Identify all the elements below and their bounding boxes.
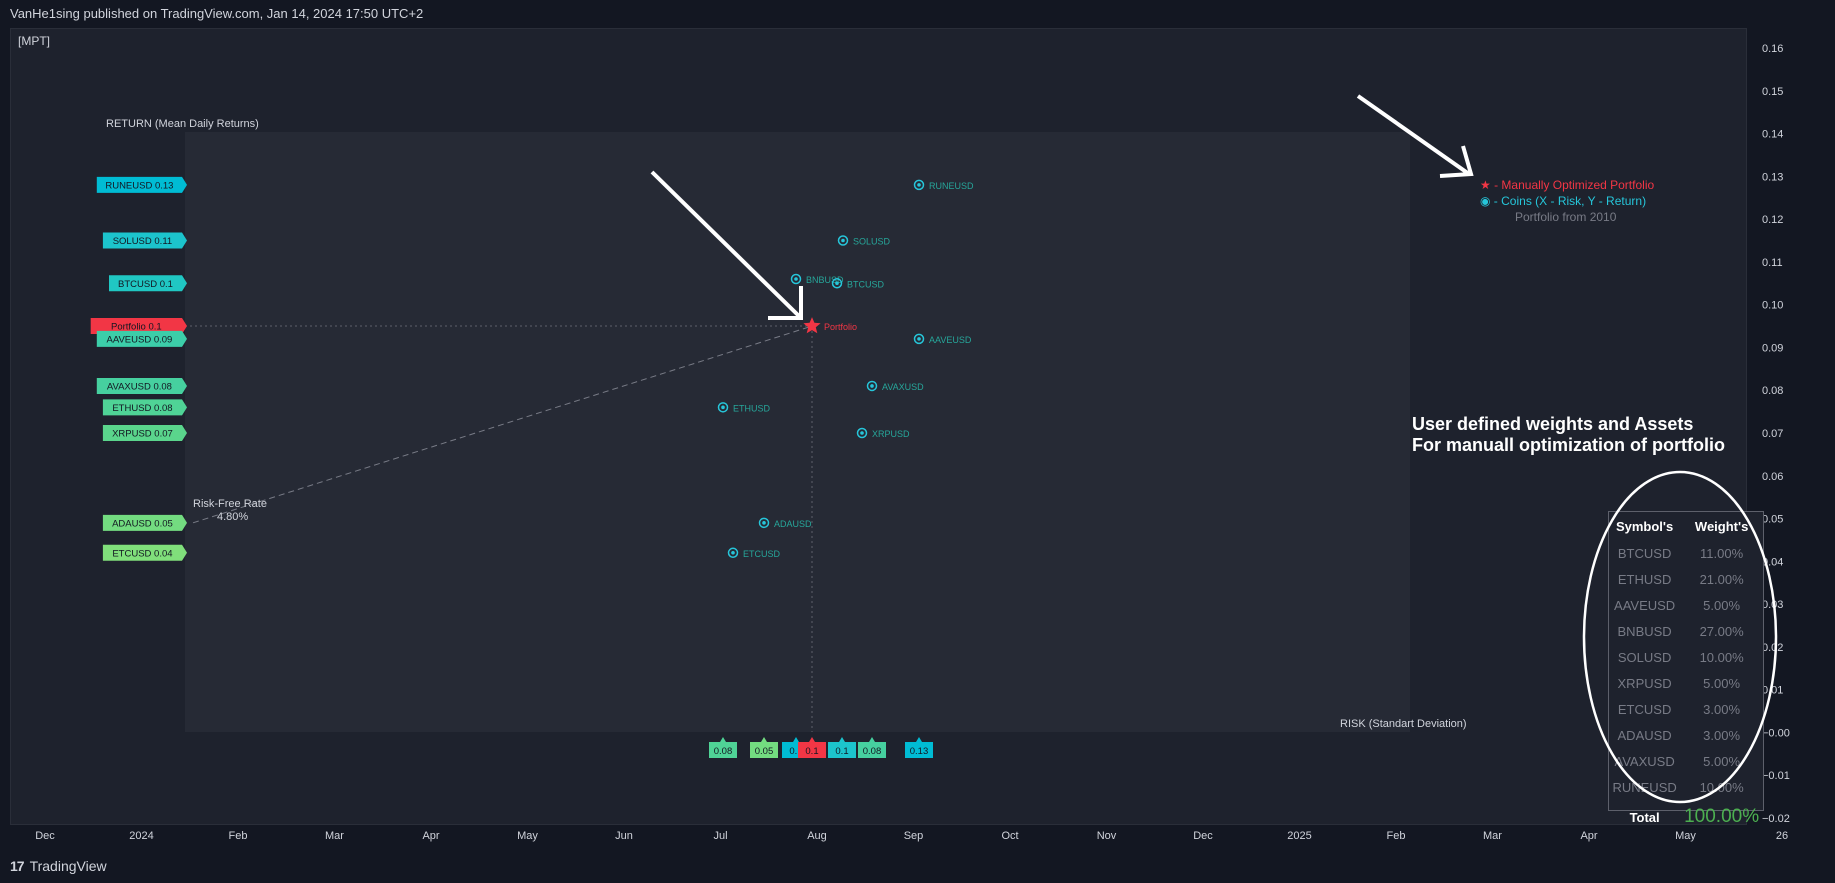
weights-row: ETCUSD 3.00%	[1609, 696, 1763, 722]
brand-name: TradingView	[29, 858, 107, 874]
weights-row: RUNEUSD 10.00%	[1609, 774, 1763, 800]
footer-brand[interactable]: 17 TradingView	[10, 858, 107, 874]
legend-period: Portfolio from 2010	[1515, 210, 1617, 224]
time-tick: 26	[1776, 830, 1788, 842]
symbol-cell: ETHUSD	[1617, 571, 1672, 587]
weights-row: SOLUSD 10.00%	[1609, 644, 1763, 670]
weights-row: BNBUSD 27.00%	[1609, 618, 1763, 644]
indicator-label: [MPT]	[18, 34, 50, 48]
price-axis[interactable]	[1746, 28, 1835, 823]
x-axis-title: RISK (Standart Deviation)	[1340, 718, 1467, 730]
chart-legend: ★ - Manually Optimized Portfolio ◉ - Coi…	[1480, 177, 1654, 225]
note-line-1: User defined weights and Assets	[1412, 414, 1694, 434]
total-value: 100.00%	[1684, 806, 1760, 827]
weights-table: Symbol's Weight's BTCUSD 11.00% ETHUSD 21.0…	[1608, 511, 1764, 827]
weights-row: ETHUSD 21.00%	[1609, 566, 1763, 592]
total-label: Total	[1629, 809, 1660, 825]
weights-row: AAVEUSD 5.00%	[1609, 592, 1763, 618]
weights-row: BTCUSD 11.00%	[1609, 540, 1763, 566]
symbol-cell: AAVEUSD	[1614, 597, 1676, 613]
symbol-cell: RUNEUSD	[1612, 779, 1677, 795]
weights-row: ADAUSD 3.00%	[1609, 722, 1763, 748]
header-symbol: Symbol's	[1615, 518, 1674, 534]
weights-row: XRPUSD 5.00%	[1609, 670, 1763, 696]
legend-coins: ◉ - Coins (X - Risk, Y - Return)	[1480, 194, 1647, 208]
annotation-note: User defined weights and Assets For manu…	[1412, 414, 1725, 456]
y-axis-title: RETURN (Mean Daily Returns)	[106, 118, 259, 130]
weights-row: AVAXUSD 5.00%	[1609, 748, 1763, 774]
time-axis[interactable]	[10, 823, 1745, 848]
symbol-cell: AVAXUSD	[1614, 753, 1675, 769]
symbol-cell: ETCUSD	[1617, 701, 1672, 717]
symbol-cell: BNBUSD	[1617, 623, 1672, 639]
symbol-cell: ADAUSD	[1617, 727, 1672, 743]
symbol-cell: BTCUSD	[1617, 545, 1672, 561]
total-row: Total 100.00%	[1609, 800, 1763, 834]
symbol-cell: XRPUSD	[1617, 675, 1672, 691]
legend-portfolio: ★ - Manually Optimized Portfolio	[1480, 178, 1655, 192]
tradingview-logo-icon: 17	[10, 858, 25, 874]
publish-header: VanHe1sing published on TradingView.com,…	[10, 6, 424, 21]
note-line-2: For manuall optimization of portfolio	[1412, 435, 1725, 455]
plot-area	[185, 132, 1410, 732]
symbol-cell: SOLUSD	[1617, 649, 1672, 665]
risk-free-label: Risk-Free Rate	[193, 498, 267, 510]
risk-free-value: 4.80%	[217, 511, 249, 523]
